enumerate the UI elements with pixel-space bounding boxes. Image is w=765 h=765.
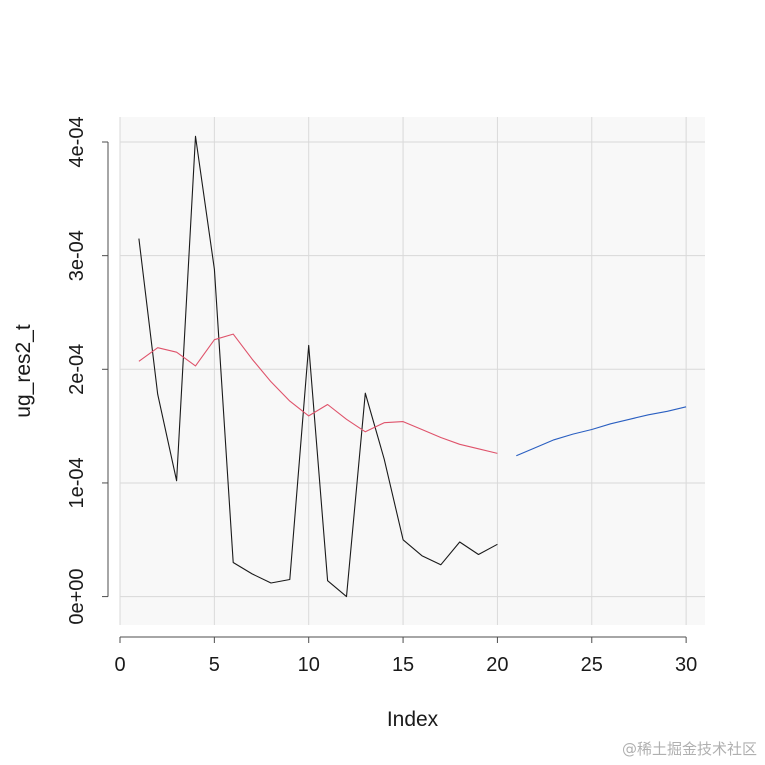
x-tick-label: 10 — [298, 654, 320, 676]
x-tick-label: 20 — [486, 654, 508, 676]
series-line-2 — [138, 333, 498, 454]
series-line-1 — [138, 135, 498, 598]
series-line-3 — [516, 406, 687, 457]
x-axis: 0 5 10 15 20 25 30 — [114, 636, 697, 676]
x-tick-label: 5 — [209, 654, 220, 676]
x-tick-label: 0 — [114, 654, 125, 676]
y-tick-label: 4e-04 — [66, 116, 88, 167]
x-tick-label: 15 — [392, 654, 414, 676]
y-axis-title: ug_res2_t — [12, 324, 35, 418]
plot-panel — [120, 117, 705, 625]
grid-lines — [119, 117, 705, 625]
y-tick-label: 3e-04 — [66, 230, 88, 281]
x-tick-label: 30 — [675, 654, 697, 676]
x-tick-label: 25 — [581, 654, 603, 676]
y-tick-label: 0e+00 — [66, 569, 88, 625]
x-axis-title: Index — [387, 708, 439, 731]
y-axis: 0e+00 1e-04 2e-04 3e-04 4e-04 — [66, 116, 109, 625]
data-series — [138, 135, 687, 598]
y-tick-label: 1e-04 — [66, 457, 88, 508]
y-tick-label: 2e-04 — [66, 344, 88, 395]
watermark: @稀土掘金技术社区 — [621, 740, 757, 758]
